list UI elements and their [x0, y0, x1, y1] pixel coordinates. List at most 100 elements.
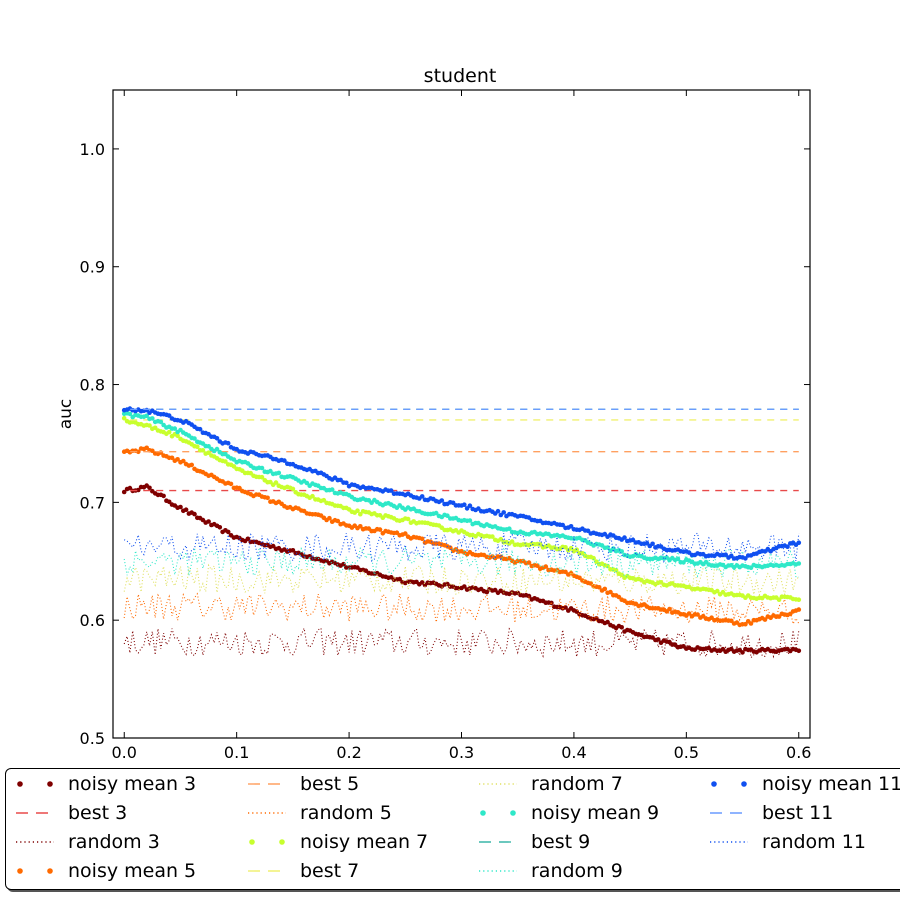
- data-point: [195, 444, 200, 450]
- x-tick-label: 0.6: [786, 743, 811, 762]
- data-point: [439, 498, 445, 503]
- data-point: [467, 518, 473, 523]
- data-point: [796, 597, 802, 602]
- data-point: [397, 576, 403, 582]
- data-point: [282, 458, 287, 463]
- data-point: [591, 555, 596, 561]
- legend-item: noisy mean 3: [14, 771, 196, 797]
- data-point: [259, 474, 265, 480]
- legend-label: random 3: [68, 831, 160, 853]
- data-point: [310, 493, 315, 499]
- data-point: [214, 446, 220, 452]
- data-point: [608, 589, 613, 595]
- data-point: [358, 511, 363, 517]
- data-point: [169, 455, 175, 461]
- data-point: [166, 499, 172, 505]
- legend-item: noisy mean 9: [477, 800, 659, 826]
- data-point: [419, 536, 425, 542]
- data-point: [740, 650, 745, 655]
- data-point: [290, 548, 296, 553]
- data-point: [605, 563, 610, 569]
- data-point: [613, 568, 619, 573]
- data-point: [619, 625, 624, 630]
- data-point: [619, 549, 624, 554]
- data-point: [192, 511, 197, 517]
- data-point: [338, 477, 343, 483]
- data-point: [127, 411, 133, 417]
- legend-item: best 7: [246, 858, 359, 884]
- data-point: [192, 436, 197, 441]
- data-point: [166, 413, 172, 418]
- data-point: [206, 450, 211, 456]
- data-point: [175, 457, 180, 462]
- data-point: [189, 462, 194, 468]
- x-tick-label: 0.3: [449, 743, 474, 762]
- legend-swatch: [479, 783, 517, 785]
- data-point: [225, 529, 231, 535]
- data-point: [377, 527, 383, 532]
- data-point: [228, 481, 234, 487]
- data-point: [172, 426, 178, 431]
- y-tick-label: 0.8: [80, 376, 105, 395]
- data-point: [150, 448, 155, 454]
- data-point: [181, 458, 186, 464]
- data-point: [290, 486, 296, 492]
- data-point: [158, 419, 164, 425]
- series-random-9: [123, 546, 799, 578]
- y-tick-label: 0.7: [80, 493, 105, 512]
- x-tick-label: 0.2: [336, 743, 361, 762]
- legend-item: random 5: [246, 800, 392, 826]
- data-point: [197, 426, 203, 432]
- data-point: [507, 526, 512, 531]
- legend: noisy mean 3 best 3 random 3 noisy mean 5 be…: [5, 768, 900, 890]
- data-point: [762, 617, 768, 622]
- series-noisy-mean-9: [121, 410, 802, 570]
- data-point: [563, 605, 568, 610]
- chart-title: student: [424, 65, 497, 87]
- data-point: [667, 606, 672, 612]
- legend-label: random 9: [531, 860, 623, 882]
- legend-item: random 9: [477, 858, 623, 884]
- data-point: [206, 519, 211, 524]
- data-point: [501, 510, 507, 515]
- data-point: [462, 502, 467, 508]
- data-point: [419, 494, 425, 499]
- data-point: [144, 413, 149, 419]
- data-point: [537, 542, 543, 547]
- data-point: [223, 459, 228, 464]
- data-point: [175, 433, 180, 439]
- data-point: [605, 619, 610, 625]
- data-point: [596, 585, 602, 590]
- data-point: [467, 503, 473, 509]
- y-tick-label: 0.5: [80, 729, 105, 748]
- data-point: [344, 480, 349, 486]
- series-noisy-mean-11: [121, 406, 802, 561]
- data-point: [127, 485, 133, 491]
- legend-label: noisy mean 9: [531, 802, 660, 824]
- legend-swatch: [479, 870, 517, 872]
- data-point: [268, 468, 273, 474]
- legend-swatch: [248, 870, 286, 872]
- data-point: [200, 448, 206, 453]
- legend-label: noisy mean 7: [300, 831, 429, 853]
- data-point: [147, 423, 152, 428]
- data-point: [509, 539, 515, 544]
- legend-label: noisy mean 11: [762, 773, 900, 795]
- series-noisy-mean-5: [121, 445, 802, 628]
- data-point: [433, 510, 439, 516]
- legend-swatch: [17, 868, 53, 874]
- legend-swatch: [249, 839, 285, 845]
- series-random-3: [123, 626, 800, 659]
- series-random-5: [123, 592, 800, 626]
- legend-label: noisy mean 5: [68, 860, 197, 882]
- series-line: [123, 532, 800, 564]
- x-tick-label: 0.5: [674, 743, 699, 762]
- data-point: [276, 470, 282, 476]
- data-point: [796, 607, 802, 612]
- data-point: [602, 586, 608, 592]
- data-point: [270, 543, 276, 549]
- legend-item: best 3: [14, 800, 127, 826]
- legend-swatch: [710, 812, 748, 814]
- data-point: [183, 507, 189, 512]
- data-point: [445, 513, 450, 518]
